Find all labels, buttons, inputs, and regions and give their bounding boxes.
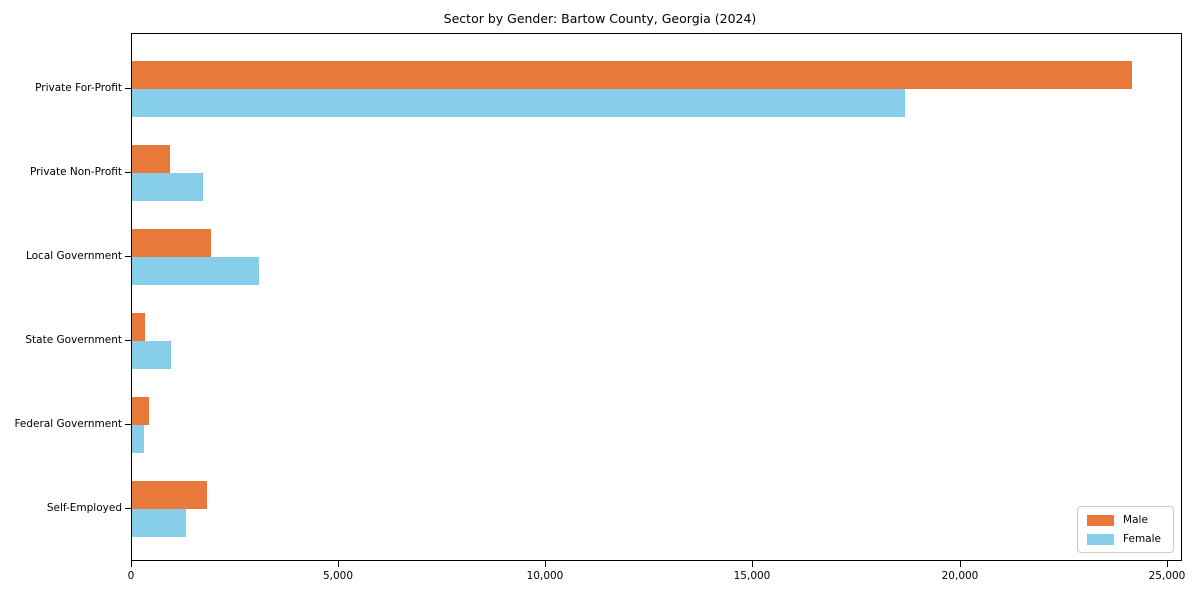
legend-item-male: Male <box>1087 514 1161 526</box>
ytick-mark-self-employed <box>125 508 131 509</box>
bar-male-private-non-profit <box>132 145 170 173</box>
bar-male-local-government <box>132 229 211 257</box>
bar-female-local-government <box>132 257 259 285</box>
xtick-mark-15000 <box>752 561 753 567</box>
ytick-label-private-for-profit: Private For-Profit <box>35 82 122 94</box>
xtick-label-25000: 25,000 <box>1148 570 1186 582</box>
xtick-label-5000: 5,000 <box>322 570 354 582</box>
bar-female-private-for-profit <box>132 89 905 117</box>
bar-female-private-non-profit <box>132 173 203 201</box>
ytick-label-private-non-profit: Private Non-Profit <box>29 166 122 178</box>
plot-area: Male Female <box>131 33 1182 561</box>
bar-male-federal-government <box>132 397 149 425</box>
bar-female-federal-government <box>132 425 144 453</box>
xtick-mark-25000 <box>1167 561 1168 567</box>
xtick-mark-5000 <box>338 561 339 567</box>
bar-male-private-for-profit <box>132 61 1132 89</box>
xtick-label-0: 0 <box>127 570 135 582</box>
xtick-mark-20000 <box>960 561 961 567</box>
ytick-mark-private-non-profit <box>125 172 131 173</box>
xtick-label-15000: 15,000 <box>733 570 771 582</box>
legend-label-female: Female <box>1123 533 1161 545</box>
xtick-mark-0 <box>131 561 132 567</box>
xtick-label-20000: 20,000 <box>941 570 979 582</box>
xtick-mark-10000 <box>545 561 546 567</box>
ytick-label-local-government: Local Government <box>25 250 122 262</box>
bar-male-self-employed <box>132 481 207 509</box>
ytick-mark-federal-government <box>125 424 131 425</box>
ytick-mark-state-government <box>125 340 131 341</box>
ytick-label-self-employed: Self-Employed <box>46 502 122 514</box>
bar-female-state-government <box>132 341 171 369</box>
bar-female-self-employed <box>132 509 186 537</box>
xtick-label-10000: 10,000 <box>526 570 564 582</box>
ytick-mark-local-government <box>125 256 131 257</box>
ytick-label-state-government: State Government <box>25 334 122 346</box>
bar-male-state-government <box>132 313 145 341</box>
legend: Male Female <box>1077 506 1174 553</box>
ytick-label-federal-government: Federal Government <box>14 418 122 430</box>
male-swatch-icon <box>1087 514 1115 526</box>
chart-title: Sector by Gender: Bartow County, Georgia… <box>443 11 757 26</box>
ytick-mark-private-for-profit <box>125 88 131 89</box>
legend-label-male: Male <box>1123 514 1148 526</box>
legend-item-female: Female <box>1087 533 1161 545</box>
female-swatch-icon <box>1087 533 1115 545</box>
